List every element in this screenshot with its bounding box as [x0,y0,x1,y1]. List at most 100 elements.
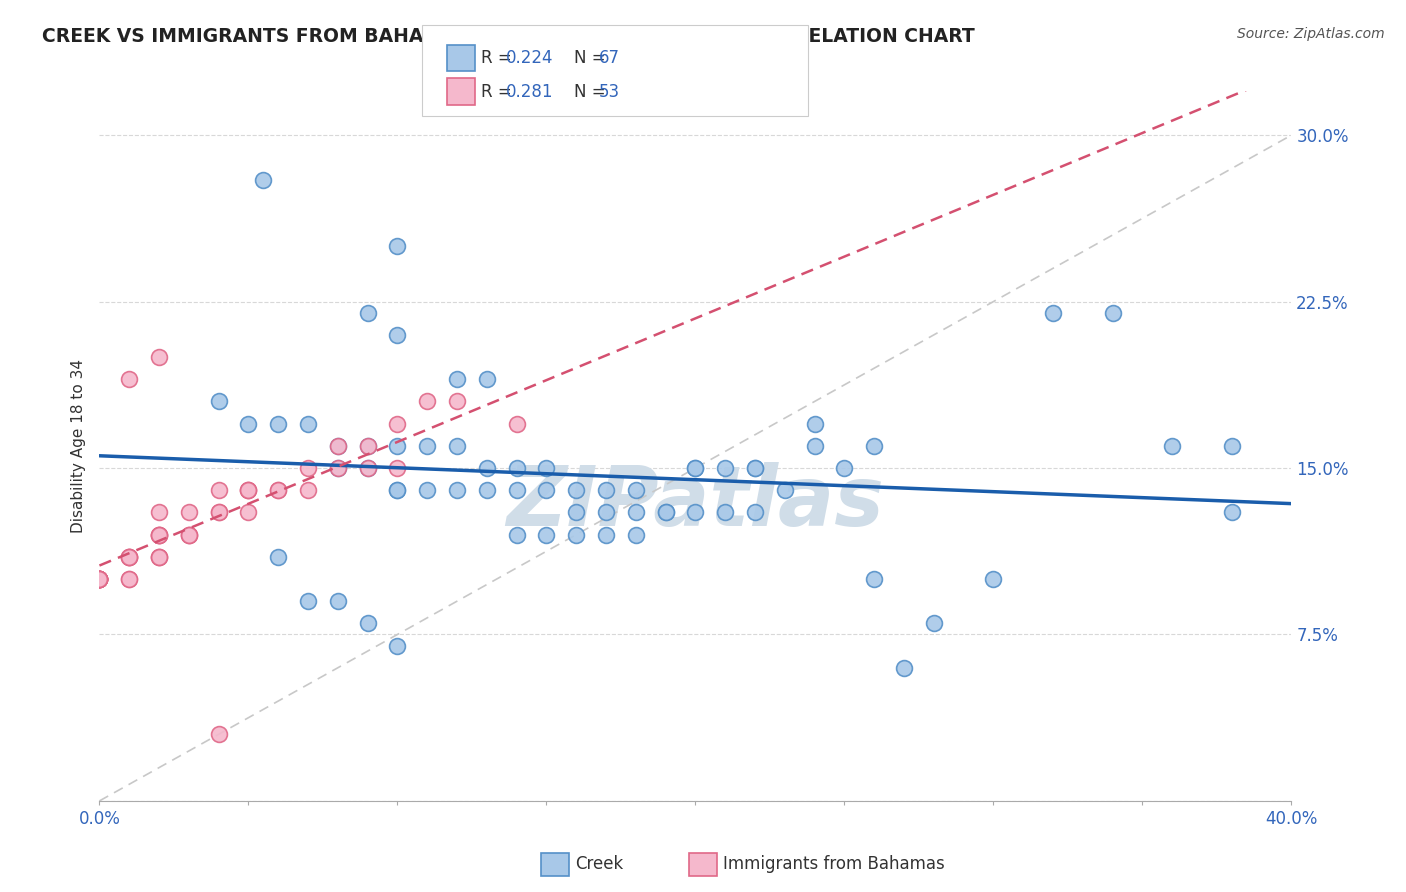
Point [148,549,170,564]
Point [595,527,617,541]
Point [416,439,439,453]
Point [595,483,617,498]
Point [148,505,170,519]
Text: 67: 67 [599,49,620,67]
Point [744,461,766,475]
Point [177,527,200,541]
Point [326,594,349,608]
Point [118,572,141,586]
Point [148,527,170,541]
Point [714,461,737,475]
Point [565,527,588,541]
Point [416,394,439,409]
Point [685,461,707,475]
Point [207,727,229,741]
Point [475,372,498,386]
Point [446,483,468,498]
Text: 0.224: 0.224 [506,49,554,67]
Point [387,483,409,498]
Point [505,417,527,431]
Point [505,483,527,498]
Point [505,461,527,475]
Point [356,461,378,475]
Point [685,505,707,519]
Point [624,505,647,519]
Point [1220,439,1243,453]
Point [118,372,141,386]
Point [1101,306,1123,320]
Point [356,439,378,453]
Point [387,639,409,653]
Point [356,461,378,475]
Point [387,483,409,498]
Text: CREEK VS IMMIGRANTS FROM BAHAMAS DISABILITY AGE 18 TO 34 CORRELATION CHART: CREEK VS IMMIGRANTS FROM BAHAMAS DISABIL… [42,27,974,45]
Text: N =: N = [574,83,610,101]
Point [89,572,111,586]
Point [238,483,260,498]
Point [89,572,111,586]
Point [536,483,558,498]
Point [863,572,886,586]
Point [118,549,141,564]
Point [118,549,141,564]
Point [297,417,319,431]
Point [207,505,229,519]
Point [177,505,200,519]
Point [416,483,439,498]
Point [326,439,349,453]
Point [773,483,796,498]
Point [565,505,588,519]
Point [238,417,260,431]
Point [446,372,468,386]
Text: Creek: Creek [575,855,623,873]
Point [238,505,260,519]
Point [207,483,229,498]
Point [387,417,409,431]
Point [446,394,468,409]
Point [356,306,378,320]
Point [654,505,676,519]
Point [297,483,319,498]
Point [356,616,378,631]
Point [118,549,141,564]
Point [863,439,886,453]
Point [267,417,290,431]
Point [238,483,260,498]
Point [326,439,349,453]
Point [89,572,111,586]
Y-axis label: Disability Age 18 to 34: Disability Age 18 to 34 [72,359,86,533]
Point [505,527,527,541]
Point [267,549,290,564]
Point [744,505,766,519]
Point [744,461,766,475]
Point [89,572,111,586]
Point [624,483,647,498]
Point [118,549,141,564]
Point [89,572,111,586]
Text: R =: R = [481,49,517,67]
Text: 0.281: 0.281 [506,83,554,101]
Point [1161,439,1184,453]
Point [475,483,498,498]
Point [624,527,647,541]
Point [297,594,319,608]
Text: Immigrants from Bahamas: Immigrants from Bahamas [723,855,945,873]
Point [89,572,111,586]
Point [297,461,319,475]
Point [148,527,170,541]
Point [148,350,170,364]
Point [207,505,229,519]
Point [922,616,945,631]
Point [177,527,200,541]
Point [685,461,707,475]
Text: R =: R = [481,83,517,101]
Point [89,572,111,586]
Point [834,461,856,475]
Point [148,527,170,541]
Point [148,549,170,564]
Point [118,572,141,586]
Point [238,483,260,498]
Point [803,439,825,453]
Point [326,461,349,475]
Point [89,572,111,586]
